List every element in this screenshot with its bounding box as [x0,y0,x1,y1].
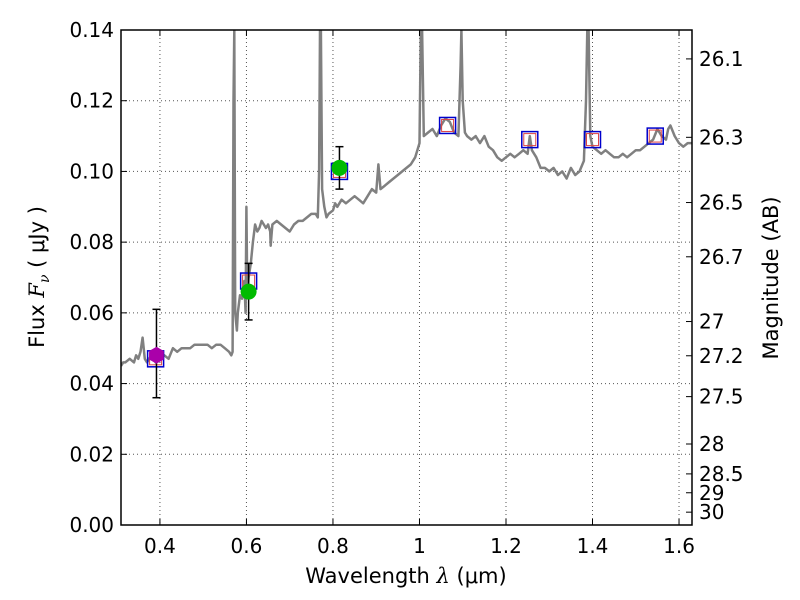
x-tick-label: 0.4 [144,534,176,558]
y2-axis-label: Magnitude (AB) [759,196,783,359]
mag-tick-label: 30 [699,500,724,524]
y-tick-label: 0.10 [69,159,114,183]
y-tick-label: 0.04 [69,372,114,396]
x-tick-label: 0.6 [231,534,263,558]
model-photometry-square [583,130,602,149]
x-axis-label: Wavelength λ (μm) [305,564,506,588]
model-photometry-square-inner [586,133,600,147]
mag-tick-label: 26.5 [699,191,744,215]
x-tick-label: 0.8 [317,534,349,558]
mag-tick-label: 26.3 [699,125,744,149]
observed-point-green [331,159,348,176]
mag-tick-label: 29 [699,481,724,505]
x-tick-label: 1 [413,534,426,558]
marker-layer [146,116,664,399]
model-photometry-square [438,116,457,135]
grid-lines [121,30,692,525]
tick-layer: 0.4 0.6 0.8 1 1.2 1.4 1.6 0.00 0.02 0.04 0.06 0.08 0… [69,18,743,558]
y-tick-label: 0.02 [69,442,114,466]
x-tick-label: 1.4 [577,534,609,558]
mag-tick-label: 26.1 [699,47,744,71]
mag-tick-label: 27.5 [699,385,744,409]
model-photometry-square [521,130,539,149]
mag-tick-label: 27 [699,310,724,334]
mag-tick-label: 27.2 [699,344,744,368]
model-photometry-square-inner [523,133,537,147]
spectrum-layer [121,30,692,367]
model-photometry-square-inner [441,118,455,132]
mag-tick-label: 28 [699,432,724,456]
y-axis-label: Flux Fν ( μJy ) [25,206,53,348]
y-tick-label: 0.12 [69,89,114,113]
x-tick-label: 1.6 [663,534,695,558]
observed-point-magenta [149,346,164,364]
model-photometry-square-inner [648,129,662,143]
y-tick-label: 0.14 [69,18,114,42]
y-tick-label: 0.06 [69,301,114,325]
observed-point-green [240,283,257,300]
y-tick-label: 0.00 [69,513,114,537]
model-photometry-square [646,127,664,145]
mag-tick-label: 28.5 [699,462,744,486]
mag-tick-label: 26.7 [699,245,744,269]
y-tick-label: 0.08 [69,230,114,254]
spectrum-line [121,30,692,367]
plot-frame [120,29,693,526]
x-tick-label: 1.2 [490,534,522,558]
